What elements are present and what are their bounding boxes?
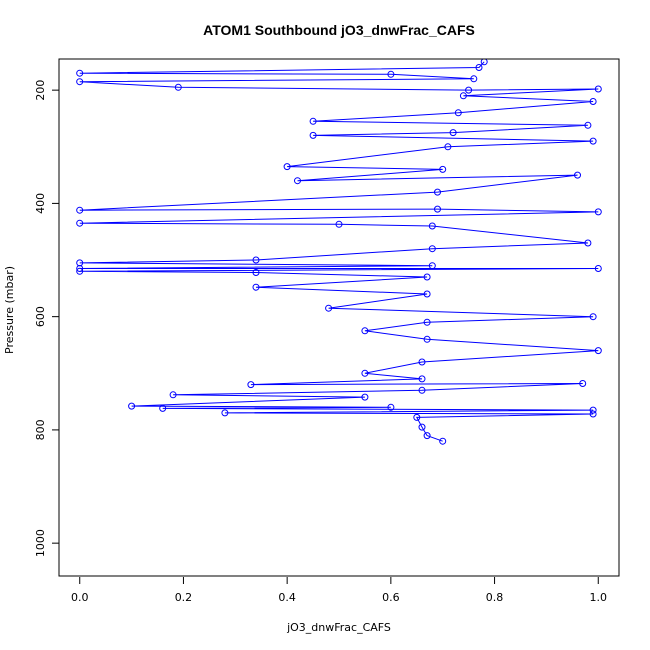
- data-point: [428, 245, 436, 253]
- data-point: [465, 86, 473, 94]
- y-axis: 200 400 600 800 1000: [34, 80, 59, 557]
- data-point: [439, 165, 447, 173]
- data-point: [221, 409, 229, 417]
- data-point: [444, 143, 452, 151]
- data-point: [169, 391, 177, 399]
- data-layer: [76, 59, 602, 445]
- data-point: [361, 369, 369, 377]
- data-point: [418, 423, 426, 431]
- data-point: [470, 75, 478, 83]
- data-point: [594, 85, 602, 93]
- chart-title: ATOM1 Southbound jO3_dnwFrac_CAFS: [203, 22, 475, 38]
- series-line: [79, 61, 599, 442]
- data-point: [589, 313, 597, 321]
- data-point: [475, 64, 483, 71]
- x-tick-label: 1.0: [590, 591, 608, 604]
- data-point: [252, 256, 260, 264]
- y-tick-label: 200: [34, 80, 47, 101]
- data-point: [589, 137, 597, 145]
- data-point: [174, 83, 182, 91]
- data-point: [439, 437, 447, 445]
- data-point: [454, 109, 462, 117]
- data-point: [589, 406, 597, 414]
- x-axis: 0.0 0.2 0.4 0.6 0.8 1.0: [71, 577, 607, 604]
- data-point: [252, 283, 260, 291]
- data-point: [159, 404, 167, 412]
- data-point: [309, 117, 317, 125]
- data-point: [423, 318, 431, 326]
- data-point: [574, 171, 581, 179]
- data-point: [252, 269, 260, 276]
- y-tick-label: 400: [34, 193, 47, 214]
- data-point: [418, 386, 426, 394]
- data-point: [594, 208, 602, 216]
- data-point: [387, 70, 395, 78]
- data-point: [76, 219, 84, 227]
- data-point: [449, 129, 457, 137]
- y-axis-label: Pressure (mbar): [3, 266, 16, 354]
- data-point: [361, 327, 369, 335]
- data-point: [418, 358, 426, 366]
- data-point: [76, 267, 84, 275]
- data-point: [480, 59, 488, 66]
- data-point: [76, 265, 84, 272]
- y-tick-label: 600: [34, 306, 47, 327]
- plot-frame: [58, 58, 620, 577]
- data-point: [361, 393, 369, 401]
- data-point: [387, 403, 395, 411]
- data-point: [594, 265, 602, 272]
- x-axis-label: jO3_dnwFrac_CAFS: [286, 621, 391, 634]
- data-point: [76, 206, 84, 214]
- data-point: [325, 304, 333, 312]
- data-point: [76, 69, 84, 77]
- data-point: [423, 273, 431, 281]
- data-point: [434, 205, 441, 213]
- data-point: [589, 410, 597, 418]
- data-point: [459, 92, 467, 100]
- data-point: [247, 381, 255, 389]
- x-tick-label: 0.4: [278, 591, 296, 604]
- data-point: [589, 98, 597, 105]
- data-point: [418, 375, 426, 383]
- x-tick-label: 0.2: [175, 591, 193, 604]
- data-point: [584, 121, 592, 129]
- data-point: [423, 335, 431, 343]
- y-tick-label: 800: [34, 419, 47, 440]
- data-point: [309, 131, 317, 139]
- x-tick-label: 0.8: [486, 591, 504, 604]
- data-point: [428, 262, 436, 270]
- data-point: [428, 222, 436, 230]
- y-tick-label: 1000: [34, 529, 47, 557]
- data-point: [423, 290, 431, 298]
- data-point: [579, 380, 587, 387]
- data-point: [76, 78, 84, 86]
- data-point: [294, 177, 301, 185]
- data-point: [434, 188, 441, 196]
- data-point: [594, 347, 602, 355]
- data-point: [283, 163, 291, 171]
- data-point: [584, 239, 592, 247]
- x-tick-label: 0.6: [382, 591, 400, 604]
- data-point: [128, 402, 136, 410]
- data-point: [335, 220, 343, 228]
- data-point: [413, 413, 421, 421]
- x-tick-label: 0.0: [71, 591, 89, 604]
- data-point: [423, 432, 431, 440]
